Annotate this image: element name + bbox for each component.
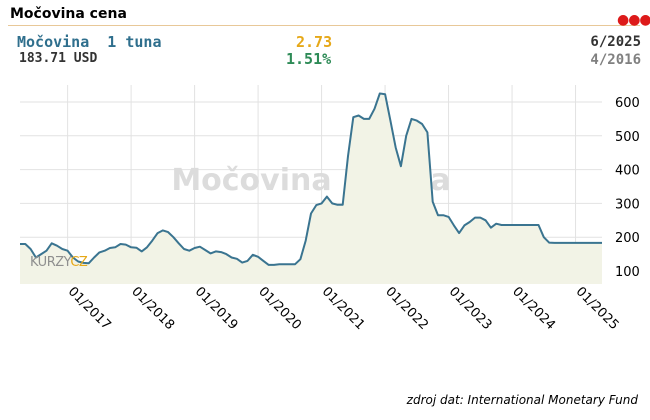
x-tick-label: 01/2021: [319, 284, 368, 333]
x-tick-label: 01/2025: [573, 284, 622, 333]
series-line: [20, 92, 602, 266]
y-tick-label: 600: [615, 96, 640, 111]
y-tick-label: 100: [615, 265, 640, 280]
data-source: zdroj dat: International Monetary Fund: [406, 393, 638, 407]
current-date: 6/2025: [590, 34, 641, 50]
x-tick-label: 01/2024: [509, 284, 558, 333]
start-date: 4/2016: [590, 52, 641, 68]
logo: KURZYCZ: [30, 255, 88, 270]
x-tick-label: 01/2018: [128, 284, 177, 333]
x-tick-label: 01/2022: [382, 284, 431, 333]
title-divider: [8, 25, 640, 26]
x-tick-label: 01/2019: [192, 284, 241, 333]
x-tick-label: 01/2020: [255, 284, 304, 333]
price-change: 2.73: [296, 33, 333, 51]
y-tick-label: 400: [615, 164, 640, 179]
current-price: 183.71 USD: [19, 51, 98, 66]
series-area: [20, 93, 602, 284]
more-dots-icon[interactable]: ●●●: [617, 12, 650, 28]
y-tick-label: 200: [615, 231, 640, 246]
price-change-percent: 1.51%: [286, 50, 332, 68]
y-tick-label: 500: [615, 130, 640, 145]
y-tick-label: 300: [615, 197, 640, 212]
commodity-name: Močovina 1 tuna: [17, 33, 162, 51]
page-title: Močovina cena: [10, 6, 127, 22]
x-tick-label: 01/2017: [65, 284, 114, 333]
x-tick-label: 01/2023: [446, 284, 495, 333]
